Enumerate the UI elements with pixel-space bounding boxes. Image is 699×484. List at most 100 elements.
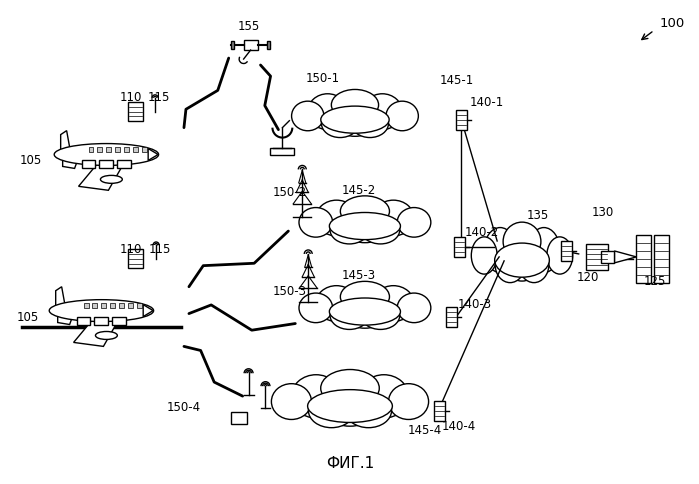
Bar [129,303,134,308]
Bar [454,238,465,257]
Ellipse shape [338,200,392,243]
Text: 150-4: 150-4 [167,400,201,413]
Bar [600,251,614,263]
Ellipse shape [291,375,340,418]
Ellipse shape [329,298,401,325]
Polygon shape [56,287,66,309]
Ellipse shape [397,208,431,238]
Ellipse shape [316,201,357,236]
Ellipse shape [361,216,400,244]
Ellipse shape [330,216,369,244]
Polygon shape [78,163,124,191]
Ellipse shape [345,393,391,428]
Ellipse shape [484,228,516,273]
Ellipse shape [495,247,525,283]
Bar [137,303,142,308]
Text: 110: 110 [120,243,142,256]
Text: 120: 120 [577,271,599,284]
Ellipse shape [101,176,122,184]
Text: 105: 105 [20,153,42,166]
Text: 150-1: 150-1 [305,72,340,85]
Ellipse shape [340,282,389,313]
Bar [142,147,147,152]
Bar [99,161,113,169]
Text: ФИГ.1: ФИГ.1 [326,455,374,470]
Ellipse shape [308,94,347,130]
Bar [89,147,94,152]
Text: 135: 135 [527,208,549,221]
Ellipse shape [471,237,497,274]
Bar [82,161,96,169]
Text: 145-2: 145-2 [342,183,376,197]
Bar [110,303,115,308]
Bar [128,250,143,269]
Bar [244,41,257,51]
Bar [231,412,247,424]
Bar [268,42,271,50]
Ellipse shape [386,102,419,132]
Text: 150-2: 150-2 [273,185,307,198]
Bar [446,307,457,327]
Polygon shape [58,314,73,325]
Ellipse shape [329,213,401,240]
Text: 115: 115 [149,243,171,256]
Ellipse shape [501,227,543,282]
Bar [94,317,108,325]
Bar [456,110,467,130]
Ellipse shape [331,91,379,121]
Bar [84,303,89,308]
Bar [92,303,97,308]
Polygon shape [73,319,120,347]
Bar [636,236,651,283]
Bar [113,317,127,325]
Bar [117,161,131,169]
Ellipse shape [359,375,408,418]
Bar [120,303,124,308]
Ellipse shape [55,144,159,166]
Ellipse shape [373,201,414,236]
Ellipse shape [330,302,369,330]
Ellipse shape [49,300,154,322]
Text: 150-3: 150-3 [273,285,306,298]
Ellipse shape [519,247,549,283]
Ellipse shape [373,286,414,322]
Text: 130: 130 [591,205,614,218]
Text: 145-4: 145-4 [408,424,442,437]
Ellipse shape [317,374,382,426]
Ellipse shape [362,94,402,130]
Bar [124,147,129,152]
Ellipse shape [547,237,572,274]
Bar [134,147,138,152]
Ellipse shape [316,286,357,322]
Text: 145-1: 145-1 [440,74,474,87]
Ellipse shape [322,110,359,138]
Bar [654,236,669,283]
Ellipse shape [308,393,354,428]
Ellipse shape [96,332,117,340]
Polygon shape [614,251,636,263]
Polygon shape [63,158,78,169]
Bar [128,103,143,122]
Ellipse shape [308,390,392,423]
Ellipse shape [291,102,324,132]
Ellipse shape [321,370,380,407]
Text: 140-4: 140-4 [442,420,476,433]
Ellipse shape [299,293,333,323]
Ellipse shape [271,384,312,420]
Ellipse shape [299,208,333,238]
Bar [231,42,233,50]
Text: 140-2: 140-2 [464,225,498,238]
Text: 145-3: 145-3 [342,269,376,282]
Bar [586,244,607,270]
Text: 140-1: 140-1 [469,96,503,109]
Text: 105: 105 [17,310,39,323]
Ellipse shape [321,107,389,134]
Text: 110: 110 [120,91,142,104]
Ellipse shape [361,302,400,330]
Text: 100: 100 [659,17,684,30]
Bar [115,147,120,152]
Text: 155: 155 [238,20,260,33]
Ellipse shape [528,228,560,273]
Text: 115: 115 [148,91,171,104]
Bar [271,148,294,156]
